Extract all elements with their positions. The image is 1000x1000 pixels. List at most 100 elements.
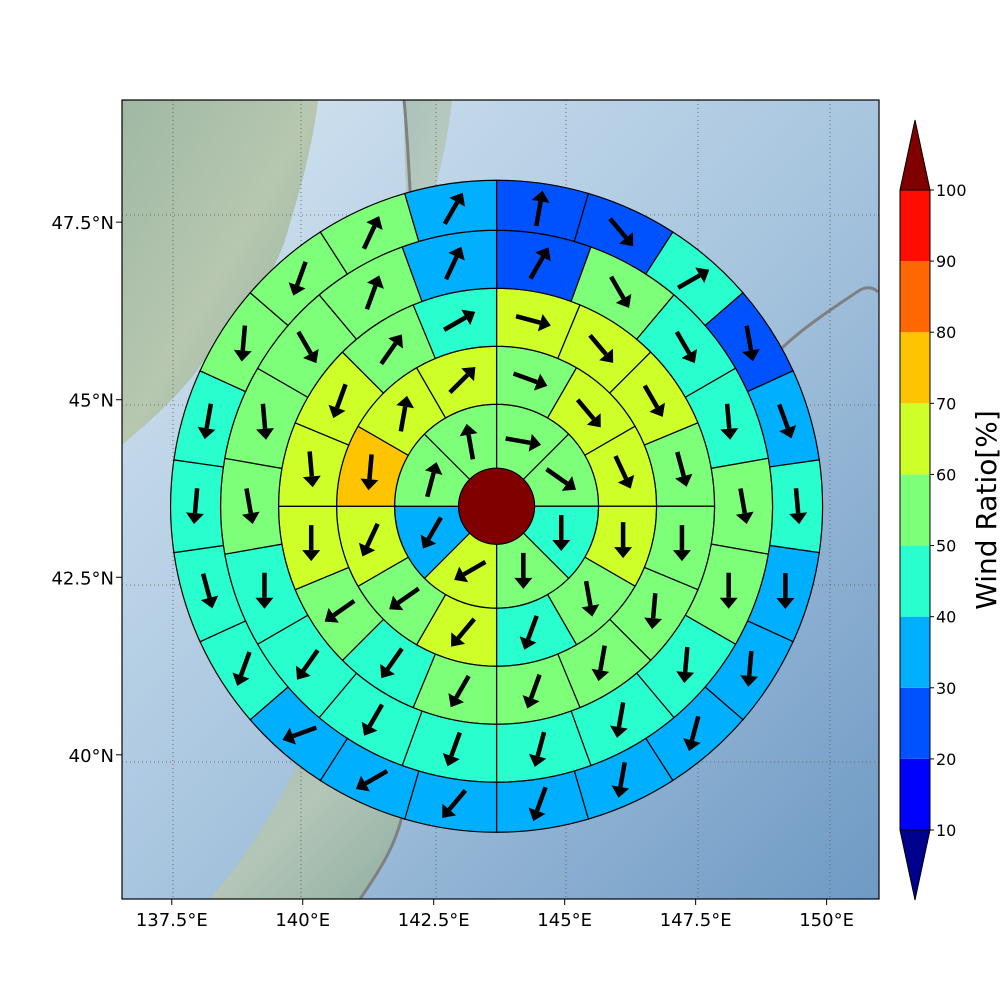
wind-arrow xyxy=(379,334,403,366)
wind-arrow xyxy=(389,586,420,611)
colorbar-under-arrow xyxy=(899,829,931,901)
wind-arrow xyxy=(676,267,710,290)
wind-arrow xyxy=(672,525,691,562)
wind-arrow xyxy=(358,522,380,557)
wind-arrow xyxy=(514,552,533,589)
wind-arrow xyxy=(609,702,628,738)
colorbar-over-arrow xyxy=(899,119,931,191)
wind-arrow xyxy=(442,788,468,818)
wind-arrow xyxy=(361,703,385,736)
wind-arrow xyxy=(531,190,550,227)
colorbar-tick-label: 80 xyxy=(936,323,956,342)
wind-arrow xyxy=(448,674,471,708)
wind-arrow xyxy=(442,192,466,226)
wind-arrow xyxy=(515,313,551,332)
wind-arrow xyxy=(361,216,383,250)
wind-arrow xyxy=(444,246,465,281)
wind-arrow xyxy=(448,366,476,395)
colorbar-label: Wind Ratio[%] xyxy=(970,410,1000,610)
colorbar-frame xyxy=(899,189,931,831)
wind-arrow xyxy=(233,325,252,362)
colorbar-bin xyxy=(900,332,930,404)
wind-arrow xyxy=(425,462,443,498)
colorbar-bin xyxy=(900,474,930,546)
wind-arrow xyxy=(720,403,739,440)
wind-arrow xyxy=(255,572,274,609)
wind-arrow xyxy=(380,647,404,679)
colorbar-tick-label: 60 xyxy=(936,465,956,484)
y-tick-label: 47.5°N xyxy=(51,213,114,234)
colorbar-tick-label: 90 xyxy=(936,252,956,271)
wind-arrow xyxy=(777,403,797,439)
wind-arrow xyxy=(302,451,321,488)
wind-arrow xyxy=(588,333,614,363)
colorbar-bin xyxy=(900,687,930,759)
y-tick-label: 45°N xyxy=(69,391,114,412)
center-value-circle xyxy=(458,467,536,545)
x-tick-label: 145°E xyxy=(537,910,592,931)
wind-arrow xyxy=(581,580,600,617)
wind-arrow xyxy=(442,309,476,332)
colorbar-bin xyxy=(900,758,930,830)
wind-arrow xyxy=(451,617,476,647)
wind-arrow xyxy=(545,467,576,491)
wind-arrow xyxy=(674,330,698,364)
wind-arrow xyxy=(740,650,759,687)
colorbar-tick-label: 20 xyxy=(936,750,956,769)
wind-arrow xyxy=(528,247,551,280)
wind-arrow xyxy=(575,398,601,428)
wind-arrow xyxy=(614,522,633,559)
colorbar: 10 20 30 40 50 60 70 80 90 100 Wind Ratio[%] xyxy=(899,119,1000,901)
y-tick-label: 40°N xyxy=(69,746,114,767)
wind-arrow xyxy=(528,731,547,767)
wind-arrow xyxy=(185,488,204,525)
wind-arrow xyxy=(200,573,219,609)
wind-arrow xyxy=(355,769,389,792)
colorbar-tick-label: 30 xyxy=(936,679,956,698)
x-tick-label: 150°E xyxy=(799,910,854,931)
wind-arrow xyxy=(256,403,275,440)
wind-arrow xyxy=(459,423,478,460)
wind-arrow xyxy=(241,488,260,524)
x-tick-label: 142.5°E xyxy=(398,910,470,931)
x-tick-label: 147.5°E xyxy=(660,910,732,931)
x-axis-ticks: 137.5°E 140°E 142.5°E 145°E 147.5°E 150°E xyxy=(136,899,854,931)
wind-arrow xyxy=(328,383,348,419)
wind-arrow xyxy=(675,451,693,487)
colorbar-tick-label: 100 xyxy=(936,181,967,200)
wind-arrow xyxy=(735,488,754,524)
wind-arrow xyxy=(454,559,487,583)
colorbar-bin xyxy=(900,545,930,617)
wind-arrow xyxy=(611,761,630,798)
colorbar-bin xyxy=(900,261,930,333)
wind-arrow xyxy=(295,648,320,680)
colorbar-tick-label: 70 xyxy=(936,394,956,413)
wind-arrow xyxy=(591,645,610,682)
wind-arrow xyxy=(676,646,695,683)
wind-arrow xyxy=(396,395,415,432)
wind-arrow xyxy=(324,599,356,623)
wind-arrow xyxy=(360,454,379,491)
land-asia xyxy=(122,100,318,445)
colorbar-bin xyxy=(900,190,930,262)
colorbar-tick-label: 40 xyxy=(936,608,956,627)
wind-arrow xyxy=(608,217,634,247)
colorbar-tick-label: 10 xyxy=(936,821,956,840)
wind-arrow xyxy=(232,651,252,686)
wind-arrow xyxy=(742,325,760,362)
colorbar-bin xyxy=(900,403,930,475)
colorbar-tick-label: 50 xyxy=(936,537,956,556)
wind-arrow xyxy=(683,715,701,752)
wind-arrow xyxy=(519,615,539,650)
wind-arrow xyxy=(420,516,443,549)
y-axis-ticks: 40°N 42.5°N 45°N 47.5°N xyxy=(51,213,122,767)
wind-arrow xyxy=(528,786,548,822)
wind-arrow xyxy=(442,731,462,767)
wind-arrows xyxy=(185,190,808,822)
wind-arrow xyxy=(552,515,571,552)
wind-arrow xyxy=(789,488,808,525)
wind-arrow xyxy=(719,572,738,609)
y-tick-label: 42.5°N xyxy=(51,568,114,589)
plot-frame xyxy=(121,99,880,900)
